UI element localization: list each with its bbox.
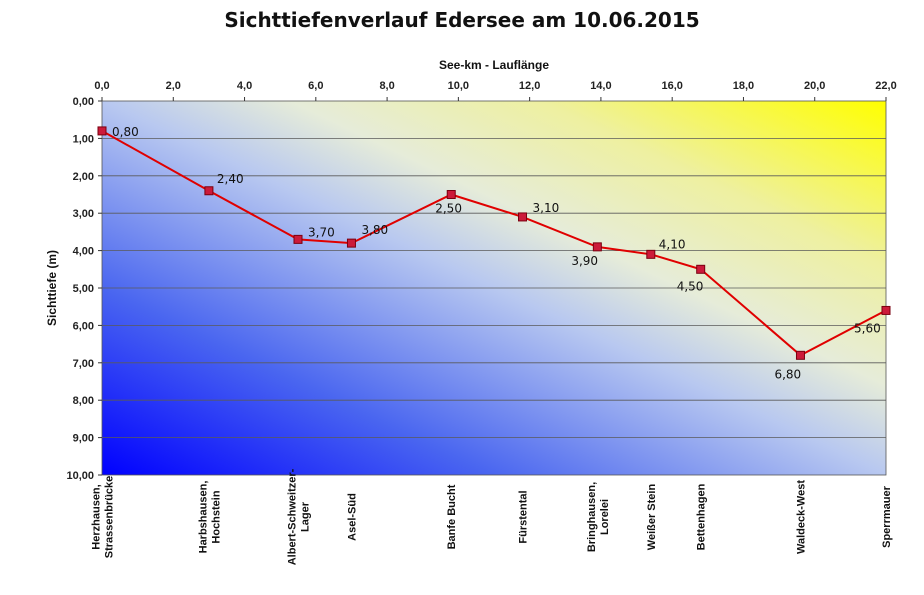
station-label-line: Waldeck-West: [796, 480, 808, 554]
y-tick-label: 6,00: [73, 320, 94, 332]
y-tick-label: 9,00: [73, 433, 94, 445]
station-label-line: Bettenhagen: [696, 483, 708, 550]
station-label-line: Sperrmauer: [881, 485, 893, 547]
data-point: [518, 212, 528, 222]
station-label: Bettenhagen: [696, 483, 708, 550]
station-label: Sperrmauer: [881, 485, 893, 547]
data-point: [97, 126, 107, 136]
data-point: [646, 249, 656, 259]
y-tick-label: 5,00: [73, 283, 94, 295]
y-tick-label: 8,00: [73, 395, 94, 407]
y-tick-label: 7,00: [73, 358, 94, 370]
station-label: Weißer Stein: [646, 484, 658, 551]
x-tick-label: 0,0: [94, 80, 109, 92]
station-label-line: Strassenbrücke: [104, 476, 116, 559]
data-label: 3,90: [571, 254, 598, 268]
station-label: Fürstental: [518, 490, 530, 543]
data-label: 2,50: [435, 202, 462, 216]
station-label: Albert-Schweitzer- Lager: [287, 468, 312, 565]
data-point: [592, 242, 602, 252]
data-point: [696, 264, 706, 274]
x-tick-label: 10,0: [448, 80, 469, 92]
data-label: 3,70: [308, 225, 335, 239]
station-label-line: Harbshausen,: [197, 481, 209, 554]
chart-title: Sichttiefenverlauf Edersee am 10.06.2015: [224, 8, 700, 32]
station-label: Harbshausen, Hochstein: [197, 481, 222, 554]
station-label: Bringhausen, Lorelei: [586, 482, 611, 552]
x-tick-label: 16,0: [661, 80, 682, 92]
x-tick-label: 8,0: [379, 80, 394, 92]
data-point: [346, 238, 356, 248]
data-label: 4,50: [677, 279, 704, 293]
data-point: [881, 305, 891, 315]
station-label-line: Albert-Schweitzer-: [287, 468, 299, 565]
station-label: Banfe Bucht: [446, 484, 458, 549]
y-axis-title: Sichttiefe (m): [45, 250, 59, 326]
x-tick-label: 2,0: [166, 80, 181, 92]
station-label: Waldeck-West: [796, 480, 808, 554]
series-sichttiefe: 0,80 2,40 3,70 3,80 2,50 3,10 3,90 4,10 4,50 6,80…: [97, 125, 891, 381]
data-point: [795, 350, 805, 360]
x-tick-label: 4,0: [237, 80, 252, 92]
x-axis: 0,0 2,0 4,0 6,0 8,0 10,0 12,0 14,0 16,0 18,0 20,0 2…: [94, 80, 897, 101]
y-axis: 0,00 1,00 2,00 3,00 4,00 5,00 6,00 7,00 8,00 9,00…: [66, 96, 102, 482]
station-label-line: Bringhausen,: [586, 482, 598, 552]
y-tick-label: 4,00: [73, 246, 94, 258]
x-tick-label: 12,0: [519, 80, 540, 92]
data-label: 4,10: [659, 237, 686, 251]
x-tick-label: 22,0: [875, 80, 896, 92]
station-label-line: Lager: [300, 501, 312, 532]
x-axis-title: See-km - Lauflänge: [439, 58, 549, 72]
data-point: [293, 234, 303, 244]
data-point: [446, 190, 456, 199]
y-tick-label: 10,00: [66, 470, 94, 482]
station-label-line: Lorelei: [599, 499, 611, 535]
y-tick-label: 2,00: [73, 171, 94, 183]
gridlines: [102, 137, 886, 439]
station-label: Herzhausen, Strassenbrücke: [91, 476, 116, 559]
x-tick-label: 20,0: [804, 80, 825, 92]
y-tick-label: 3,00: [73, 208, 94, 220]
data-label: 3,10: [533, 201, 560, 215]
data-label: 0,80: [112, 125, 139, 139]
y-tick-label: 1,00: [73, 133, 94, 145]
data-label: 5,60: [854, 321, 881, 335]
x-tick-label: 6,0: [308, 80, 323, 92]
x-tick-label: 14,0: [590, 80, 611, 92]
station-label-line: Asel-Süd: [347, 493, 359, 541]
data-label: 6,80: [774, 367, 801, 381]
y-tick-label: 0,00: [73, 96, 94, 108]
station-label-line: Weißer Stein: [646, 484, 658, 551]
station-label-line: Hochstein: [210, 490, 222, 543]
station-label-line: Fürstental: [518, 490, 530, 543]
data-point: [204, 186, 214, 196]
data-label: 2,40: [217, 172, 244, 186]
station-label: Asel-Süd: [347, 493, 359, 541]
station-label-line: Herzhausen,: [91, 484, 103, 549]
data-label: 3,80: [361, 223, 388, 237]
x-tick-label: 18,0: [733, 80, 754, 92]
station-labels: Herzhausen, Strassenbrücke Harbshausen, Hoc…: [91, 468, 894, 565]
station-label-line: Banfe Bucht: [446, 484, 458, 549]
